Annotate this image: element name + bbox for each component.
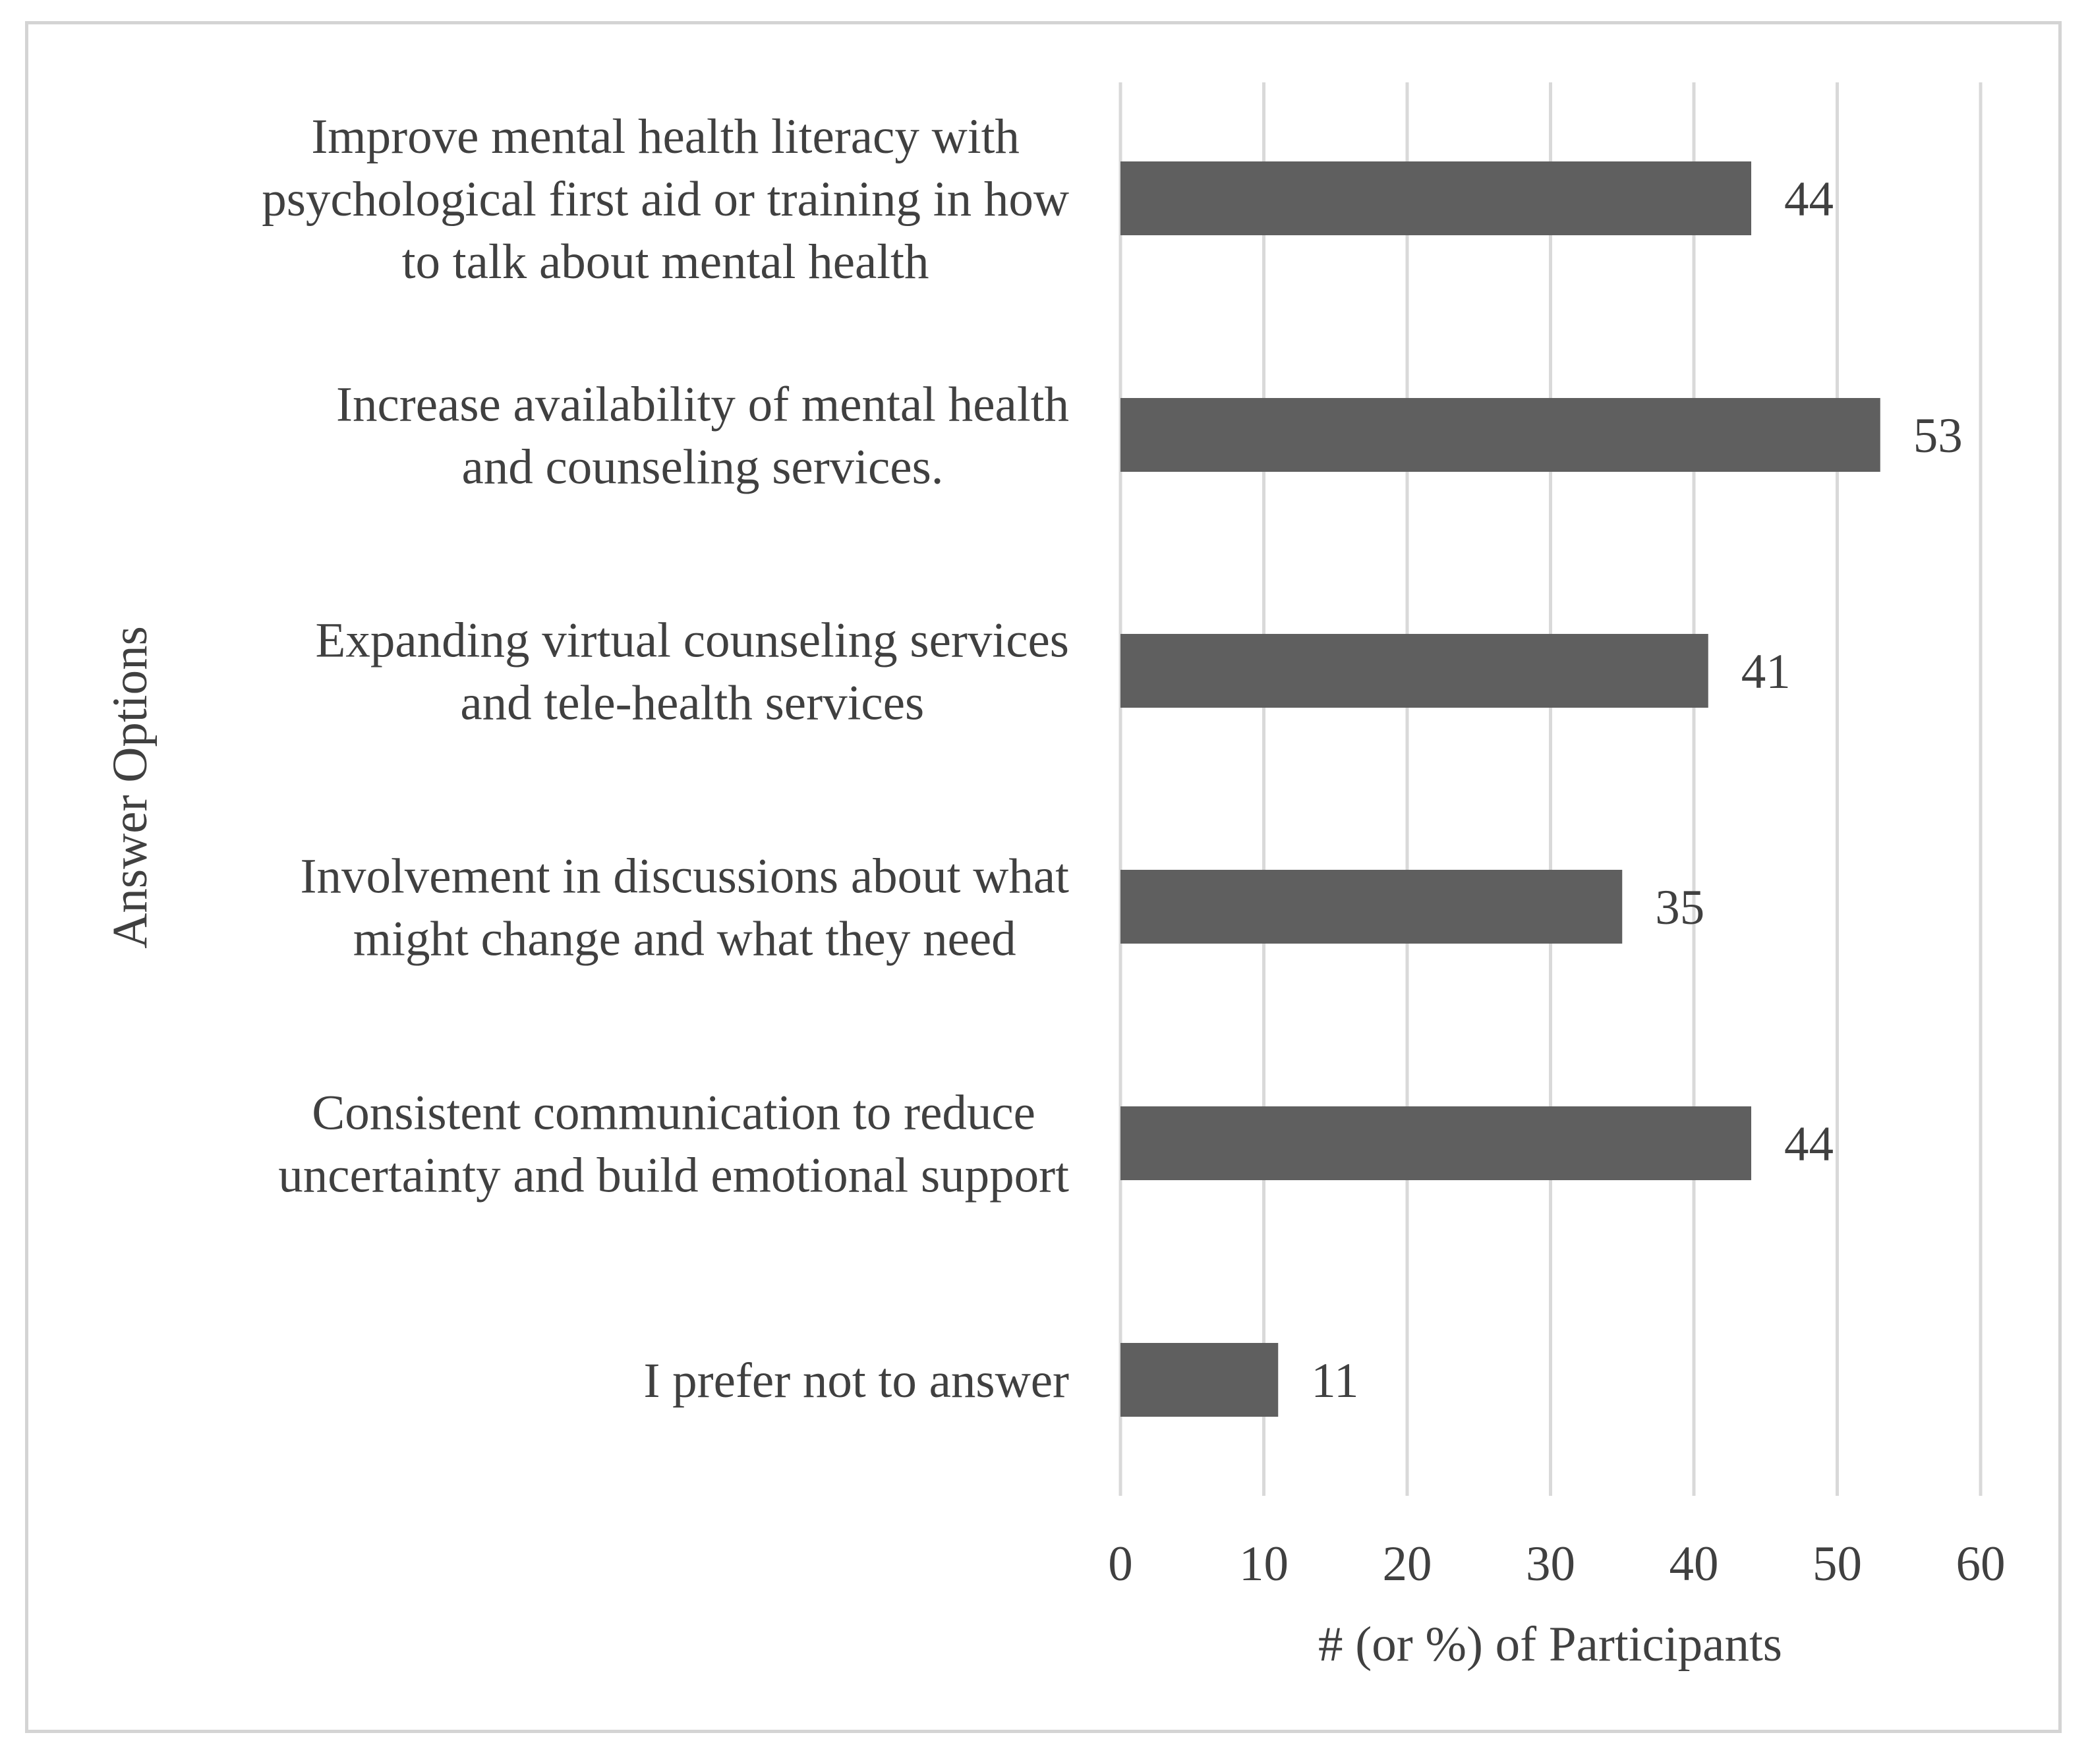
category-label-line: uncertainty and build emotional support	[278, 1149, 1069, 1203]
data-label: 41	[1741, 644, 1791, 699]
category-label-line: might change and what they need	[353, 912, 1016, 967]
category-label-line: psychological first aid or training in h…	[262, 172, 1069, 227]
x-tick-labels: 0 10 20 30 40 50 60	[1108, 1537, 2005, 1591]
category-label: Increase availability of mental health an…	[336, 378, 1069, 495]
data-label: 11	[1311, 1353, 1358, 1408]
category-label-line: Involvement in discussions about what	[300, 849, 1069, 904]
x-tick-label: 30	[1526, 1537, 1575, 1591]
category-label-line: Increase availability of mental health	[336, 378, 1069, 432]
bar	[1120, 161, 1751, 235]
chart-frame	[25, 21, 2062, 1733]
bar	[1120, 1106, 1751, 1180]
data-labels: 44 53 41 35 44 11	[1311, 172, 1963, 1408]
data-label: 53	[1913, 409, 1963, 463]
bar	[1120, 870, 1623, 944]
category-labels: Improve mental health literacy with psych…	[262, 109, 1069, 1408]
category-label: Involvement in discussions about what mig…	[300, 849, 1069, 967]
x-tick-label: 10	[1239, 1537, 1289, 1591]
bars	[1120, 161, 1880, 1417]
gridlines	[1118, 82, 1983, 1496]
bar	[1120, 398, 1880, 472]
category-label: I prefer not to answer	[643, 1353, 1069, 1408]
data-label: 44	[1784, 1117, 1834, 1172]
x-tick-label: 50	[1813, 1537, 1862, 1591]
data-label: 35	[1655, 880, 1704, 935]
bar	[1120, 634, 1708, 708]
x-tick-label: 60	[1956, 1537, 2006, 1591]
x-axis-title: # (or %) of Participants	[1318, 1617, 1782, 1672]
category-label-line: Improve mental health literacy with	[311, 109, 1020, 164]
category-label-line: to talk about mental health	[402, 235, 929, 289]
category-label-line: I prefer not to answer	[643, 1353, 1069, 1408]
category-label-line: Consistent communication to reduce	[312, 1086, 1035, 1141]
y-axis-title: Answer Options	[103, 626, 158, 949]
x-tick-label: 0	[1108, 1537, 1133, 1591]
category-label-line: Expanding virtual counseling services	[316, 613, 1069, 668]
category-label-line: and tele-health services	[460, 676, 924, 731]
category-label: Expanding virtual counseling services and…	[316, 613, 1069, 731]
category-label: Consistent communication to reduce uncert…	[278, 1086, 1069, 1203]
category-label-line: and counseling services.	[461, 440, 943, 495]
x-tick-label: 20	[1383, 1537, 1432, 1591]
bar	[1120, 1343, 1279, 1417]
x-tick-label: 40	[1669, 1537, 1719, 1591]
category-label: Improve mental health literacy with psych…	[262, 109, 1069, 289]
data-label: 44	[1784, 172, 1834, 227]
